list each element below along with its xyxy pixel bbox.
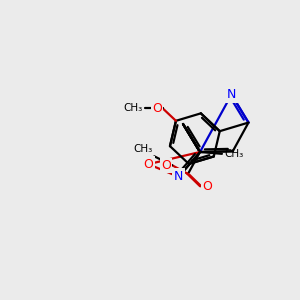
Text: O: O [143, 158, 153, 171]
Text: O: O [161, 159, 171, 172]
Text: CH₃: CH₃ [124, 103, 143, 113]
Text: N: N [174, 170, 183, 183]
Text: O: O [152, 102, 162, 115]
Text: O: O [202, 181, 212, 194]
Text: N: N [227, 88, 236, 101]
Text: CH₃: CH₃ [224, 149, 243, 159]
Text: CH₃: CH₃ [133, 144, 152, 154]
